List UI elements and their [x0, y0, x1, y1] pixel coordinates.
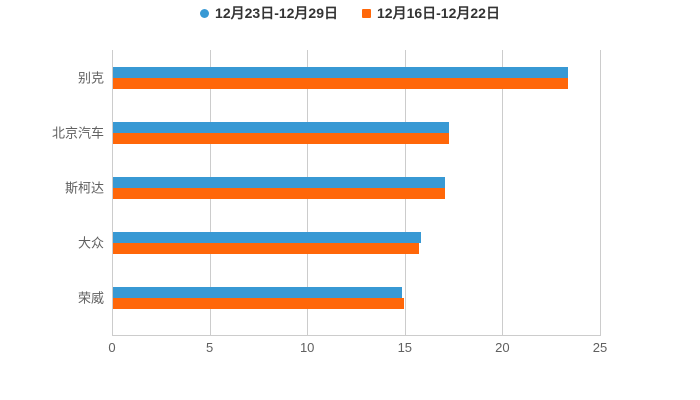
- legend-item-dec23-dec29[interactable]: 12月23日-12月29日: [200, 6, 338, 20]
- bar-current-week-4[interactable]: [113, 287, 402, 298]
- bar-current-week-1[interactable]: [113, 122, 449, 133]
- bar-current-week-0[interactable]: [113, 67, 568, 78]
- y-axis-category-label: 斯柯达: [64, 180, 104, 196]
- chart-legend: 12月23日-12月29日 12月16日-12月22日: [0, 6, 700, 20]
- bar-current-week-2[interactable]: [113, 177, 445, 188]
- bar-current-week-3[interactable]: [113, 232, 422, 243]
- gridline-x-20: [502, 50, 504, 335]
- plot-area: [112, 50, 601, 335]
- x-axis-tick-label: 10: [299, 340, 315, 355]
- legend-label-dec23-dec29: 12月23日-12月29日: [215, 5, 338, 21]
- x-axis-tick-label: 20: [495, 340, 510, 355]
- bar-previous-week-3[interactable]: [113, 243, 420, 254]
- bar-previous-week-2[interactable]: [113, 188, 445, 199]
- bar-previous-week-0[interactable]: [113, 78, 568, 89]
- x-axis-tick-label: 5: [205, 340, 214, 355]
- x-axis-tick-label: 25: [592, 340, 608, 355]
- y-axis-category-label: 北京汽车: [51, 125, 104, 141]
- x-axis-tick-label: 15: [397, 340, 413, 355]
- y-axis-category-label: 大众: [77, 235, 104, 251]
- legend-square-marker-icon: [362, 8, 371, 18]
- bar-previous-week-4[interactable]: [113, 298, 404, 309]
- legend-label-dec16-dec22: 12月16日-12月22日: [377, 5, 500, 21]
- legend-item-dec16-dec22[interactable]: 12月16日-12月22日: [362, 6, 500, 20]
- x-axis-line: [112, 335, 601, 336]
- gridline-x-25: [600, 50, 601, 335]
- bar-previous-week-1[interactable]: [113, 133, 449, 144]
- y-axis-category-label: 别克: [77, 70, 104, 86]
- y-axis-category-label: 荣威: [77, 290, 104, 306]
- x-axis-tick-label: 0: [108, 340, 116, 355]
- legend-circle-marker-icon: [200, 8, 210, 18]
- gridline-x-0: [112, 50, 113, 335]
